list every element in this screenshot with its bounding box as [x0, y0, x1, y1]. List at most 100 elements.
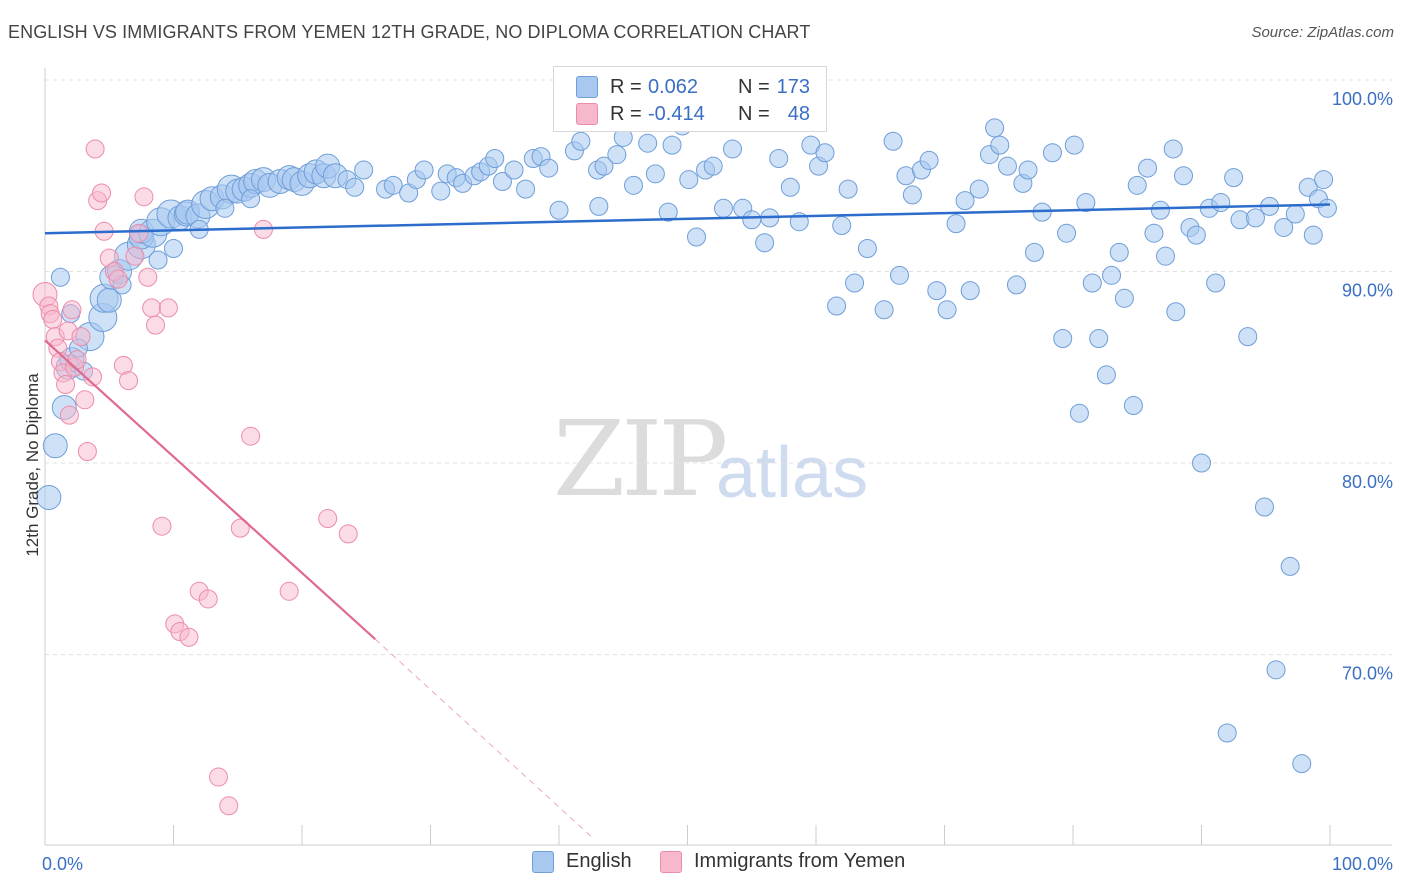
english-point	[1006, 275, 1026, 295]
legend-english-label: English	[566, 850, 632, 872]
english-point	[354, 160, 374, 180]
english-point	[1024, 242, 1044, 262]
trend-lines	[44, 203, 1331, 837]
english-point	[1303, 225, 1323, 245]
yemen-r-label: R =	[610, 102, 642, 125]
english-point	[1053, 329, 1073, 349]
yemen-point	[142, 298, 162, 318]
english-point	[50, 267, 70, 287]
english-r-value: 0.062	[648, 75, 699, 98]
english-point	[549, 200, 569, 220]
yemen-point	[318, 509, 338, 529]
yemen-point	[129, 223, 149, 243]
english-point	[42, 433, 68, 459]
english-point	[874, 300, 894, 320]
tick-labels: 100.0% 90.0% 80.0% 70.0% 0.0% 100.0%	[42, 89, 1393, 874]
english-point	[1238, 327, 1258, 347]
english-point	[1217, 723, 1237, 743]
english-point	[1144, 223, 1164, 243]
english-point	[1057, 223, 1077, 243]
yemen-r-value: -0.414	[648, 102, 705, 125]
watermark-zip: ZIP	[553, 398, 728, 520]
english-point	[1314, 170, 1334, 190]
yemen-point	[59, 405, 79, 425]
english-point	[1082, 273, 1102, 293]
english-point	[1150, 200, 1170, 220]
legend-yemen[interactable]: Immigrants from Yemen	[660, 850, 905, 873]
legend-english-swatch	[532, 850, 554, 873]
english-point	[838, 179, 858, 199]
english-point	[431, 181, 451, 201]
yemen-point	[85, 139, 105, 159]
yemen-n-value: 48	[787, 102, 810, 125]
x-tick-label: 0.0%	[42, 854, 83, 874]
english-point	[1192, 453, 1211, 473]
axes	[44, 68, 1392, 846]
english-point	[624, 175, 644, 195]
english-point	[1174, 166, 1194, 186]
english-point	[662, 135, 682, 155]
english-point	[383, 175, 403, 195]
yemen-n-label: N =	[738, 102, 770, 125]
yemen-point	[134, 187, 154, 207]
english-point	[607, 145, 627, 165]
english-point	[890, 265, 910, 285]
english-point	[1280, 556, 1300, 576]
english-point	[960, 281, 980, 301]
english-point	[997, 156, 1017, 176]
english-point	[1186, 225, 1206, 245]
yemen-point	[119, 371, 139, 391]
english-point	[1042, 143, 1062, 163]
english-point	[1089, 329, 1109, 349]
english-point	[1123, 396, 1143, 416]
yemen-point	[125, 246, 145, 266]
english-point	[485, 149, 505, 169]
legend-row-yemen: R = -0.414 N = 48	[576, 100, 810, 128]
english-point	[1076, 193, 1096, 213]
english-point	[703, 156, 723, 176]
yemen-point	[279, 581, 299, 601]
english-point	[1206, 273, 1226, 293]
chart-title: ENGLISH VS IMMIGRANTS FROM YEMEN 12TH GR…	[8, 22, 811, 42]
english-point	[679, 170, 699, 190]
yemen-point	[230, 518, 250, 538]
english-point	[827, 296, 847, 316]
english-point	[1317, 198, 1337, 218]
yemen-points	[32, 139, 358, 816]
yemen-point	[198, 589, 218, 609]
english-point	[516, 179, 536, 199]
english-point	[1114, 288, 1134, 308]
english-point	[815, 143, 835, 163]
yemen-point	[138, 267, 158, 287]
english-point	[722, 139, 742, 159]
legend-yemen-label: Immigrants from Yemen	[694, 850, 906, 872]
yemen-point	[71, 327, 91, 347]
english-point	[769, 149, 789, 169]
yemen-point	[152, 516, 172, 536]
english-point	[539, 158, 559, 178]
yemen-point	[56, 374, 76, 394]
english-point	[215, 198, 235, 218]
legend-english[interactable]: English	[532, 850, 632, 873]
yemen-point	[241, 426, 261, 446]
english-point	[492, 171, 512, 191]
english-point	[1266, 660, 1286, 680]
english-point	[919, 150, 939, 170]
english-point	[883, 131, 903, 151]
english-swatch	[576, 76, 598, 98]
english-point	[414, 160, 434, 180]
english-point	[36, 484, 62, 510]
stats-legend: R = 0.062 N = 173 R = -0.414 N = 48	[553, 66, 827, 132]
english-point	[345, 177, 365, 197]
yemen-point	[67, 350, 87, 370]
english-point	[857, 239, 877, 259]
english-point	[1018, 160, 1038, 180]
yemen-point	[179, 627, 199, 647]
english-point	[589, 196, 609, 216]
english-point	[1096, 365, 1116, 385]
y-tick-label: 80.0%	[1342, 472, 1393, 492]
english-point	[755, 233, 775, 253]
series-legend: English Immigrants from Yemen	[0, 850, 1406, 878]
english-n-label: N =	[738, 75, 770, 98]
